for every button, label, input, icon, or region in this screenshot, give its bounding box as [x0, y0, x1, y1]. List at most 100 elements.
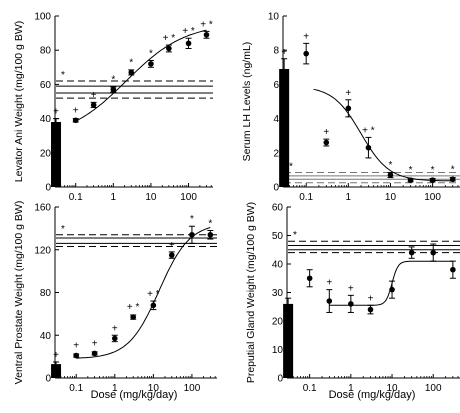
serum-lh-ytick-label: 6 [273, 80, 279, 91]
serum-lh-data-point [365, 144, 372, 151]
ventral-prostate-data-point [111, 335, 118, 342]
ventral-prostate-data-point [73, 352, 80, 359]
preputial-gland-xtick-label: 1 [348, 383, 354, 394]
serum-lh-control-mark: + [281, 47, 287, 58]
ventral-prostate-ytick-label: 0 [45, 374, 51, 385]
levator-ani-significance-mark: * [111, 75, 115, 86]
ventral-prostate-ytick-label: 160 [34, 203, 51, 214]
serum-lh-ytick-label: 2 [273, 148, 279, 159]
ventral-prostate-xtick-label: 1 [112, 383, 118, 394]
serum-lh-ytick-label: 0 [273, 183, 279, 194]
ventral-prostate-significance-mark: * [208, 219, 212, 230]
ventral-prostate-ytick-label: 80 [40, 288, 52, 299]
levator-ani-significance-mark: + * [200, 19, 213, 30]
levator-ani-y-label: Levator Ani Weight (mg/100 g BW) [13, 21, 25, 182]
serum-lh-control-bar [279, 69, 290, 187]
serum-lh-significance-mark: + * [362, 125, 375, 136]
levator-ani-data-point [90, 102, 97, 108]
serum-lh-data-point [387, 172, 394, 178]
serum-lh-data-point [429, 177, 436, 183]
preputial-gland-ytick-label: 50 [272, 231, 284, 242]
levator-ani-data-point [148, 61, 154, 67]
levator-ani-xtick-label: 1 [111, 192, 117, 203]
levator-ani-ytick-label: 40 [40, 114, 52, 125]
levator-ani-significance-mark: + * [163, 33, 176, 44]
preputial-gland-y-label: Preputial Gland Weight (mg/100 g BW) [245, 202, 257, 383]
serum-lh-xtick-label: 10 [385, 192, 397, 203]
preputial-gland-data-point [348, 301, 354, 307]
serum-lh-xtick-label: 0.1 [299, 192, 313, 203]
preputial-gland-ytick-label: 0 [277, 374, 283, 385]
ventral-prostate-reference-mark: * [61, 224, 65, 235]
preputial-gland-ytick-label: 30 [272, 288, 284, 299]
x-axis-label: Dose (mg/kg/day) [91, 389, 178, 401]
preputial-gland-ytick-label: 10 [272, 345, 284, 356]
levator-ani-control-bar [51, 122, 62, 187]
ventral-prostate-xtick-label: 10 [148, 383, 160, 394]
levator-ani-ytick-label: 80 [40, 46, 52, 57]
ventral-prostate-data-point [150, 302, 157, 309]
serum-lh-xtick-label: 1 [346, 192, 352, 203]
ventral-prostate-xtick-label: 0.1 [69, 383, 83, 394]
levator-ani-significance-mark: + [91, 90, 97, 101]
ventral-prostate-data-point [189, 231, 195, 238]
serum-lh-fit-curve [313, 88, 453, 182]
preputial-gland-data-point [326, 298, 333, 304]
panel-preputial-gland: 0 10 20 30 40 50 60 0.1 1 10 100 Preputial Gland We… [245, 202, 460, 394]
serum-lh-data-point [303, 50, 309, 57]
ventral-prostate-y-label: Ventral Prostate Weight (mg/100 g BW) [13, 201, 25, 385]
serum-lh-significance-mark: * [389, 160, 393, 171]
ventral-prostate-significance-mark: * [190, 214, 194, 225]
levator-ani-data-point [203, 32, 210, 38]
serum-lh-data-point [407, 177, 414, 183]
levator-ani-data-point [166, 45, 172, 52]
ventral-prostate-significance-mark: + * [147, 289, 160, 300]
preputial-gland-ytick-label: 40 [272, 260, 284, 271]
panel-ventral-prostate: 0 40 80 120 160 0.1 1 10 100 Ventral Prostate Wei… [13, 201, 217, 394]
levator-ani-ytick-label: 60 [40, 80, 52, 91]
ventral-prostate-significance-mark: + [112, 323, 118, 334]
serum-lh-significance-mark: * [409, 165, 413, 176]
ventral-prostate-ytick-label: 120 [34, 245, 51, 256]
preputial-gland-ytick-label: 20 [272, 317, 284, 328]
preputial-gland-xtick-label: 100 [425, 383, 442, 394]
levator-ani-data-point [110, 86, 117, 93]
ventral-prostate-significance-mark: + [73, 341, 79, 352]
ventral-prostate-data-point [130, 314, 136, 320]
panel-levator-ani: 0 20 40 60 80 100 0.1 1 10 100 Levator Ani Weight … [13, 12, 213, 203]
serum-lh-significance-mark: * [451, 164, 455, 175]
serum-lh-reference-mark: * [289, 161, 293, 172]
ventral-prostate-ytick-label: 40 [40, 331, 52, 342]
levator-ani-significance-mark: * [149, 48, 153, 59]
levator-ani-fit-curve [75, 29, 207, 122]
preputial-gland-xtick-label: 0.1 [303, 383, 317, 394]
levator-ani-significance-mark: * [129, 57, 133, 68]
ventral-prostate-significance-mark: + [92, 338, 98, 349]
ventral-prostate-xtick-label: 100 [184, 383, 201, 394]
serum-lh-data-point [323, 139, 330, 146]
preputial-gland-control-bar [283, 303, 294, 378]
ventral-prostate-significance-mark: + * [127, 302, 140, 313]
panel-serum-lh: 0 2 4 6 8 10 0.1 1 10 100 Serum LH Levels (ng/mL) *… [241, 12, 460, 203]
x-axis-label: Dose (mg/kg/day) [329, 389, 416, 401]
serum-lh-significance-mark: * [431, 165, 435, 176]
preputial-gland-data-point [389, 286, 395, 293]
levator-ani-ytick-label: 0 [45, 183, 51, 194]
levator-ani-significance-mark: + [73, 105, 79, 116]
preputial-gland-data-point [430, 249, 437, 256]
ventral-prostate-data-point [168, 252, 175, 258]
preputial-gland-data-point [367, 306, 374, 313]
serum-lh-significance-mark: + [303, 31, 309, 42]
preputial-gland-significance-mark: + [368, 293, 374, 304]
levator-ani-xtick-label: 100 [180, 192, 197, 203]
ventral-prostate-fit-curve [76, 227, 211, 359]
serum-lh-ytick-label: 10 [268, 12, 280, 23]
levator-ani-significance-mark: + * [182, 26, 195, 37]
levator-ani-xtick-label: 10 [145, 192, 157, 203]
levator-ani-xtick-label: 0.1 [69, 192, 83, 203]
serum-lh-xtick-label: 100 [424, 192, 441, 203]
serum-lh-data-point [345, 105, 352, 112]
serum-lh-ytick-label: 4 [273, 114, 279, 125]
